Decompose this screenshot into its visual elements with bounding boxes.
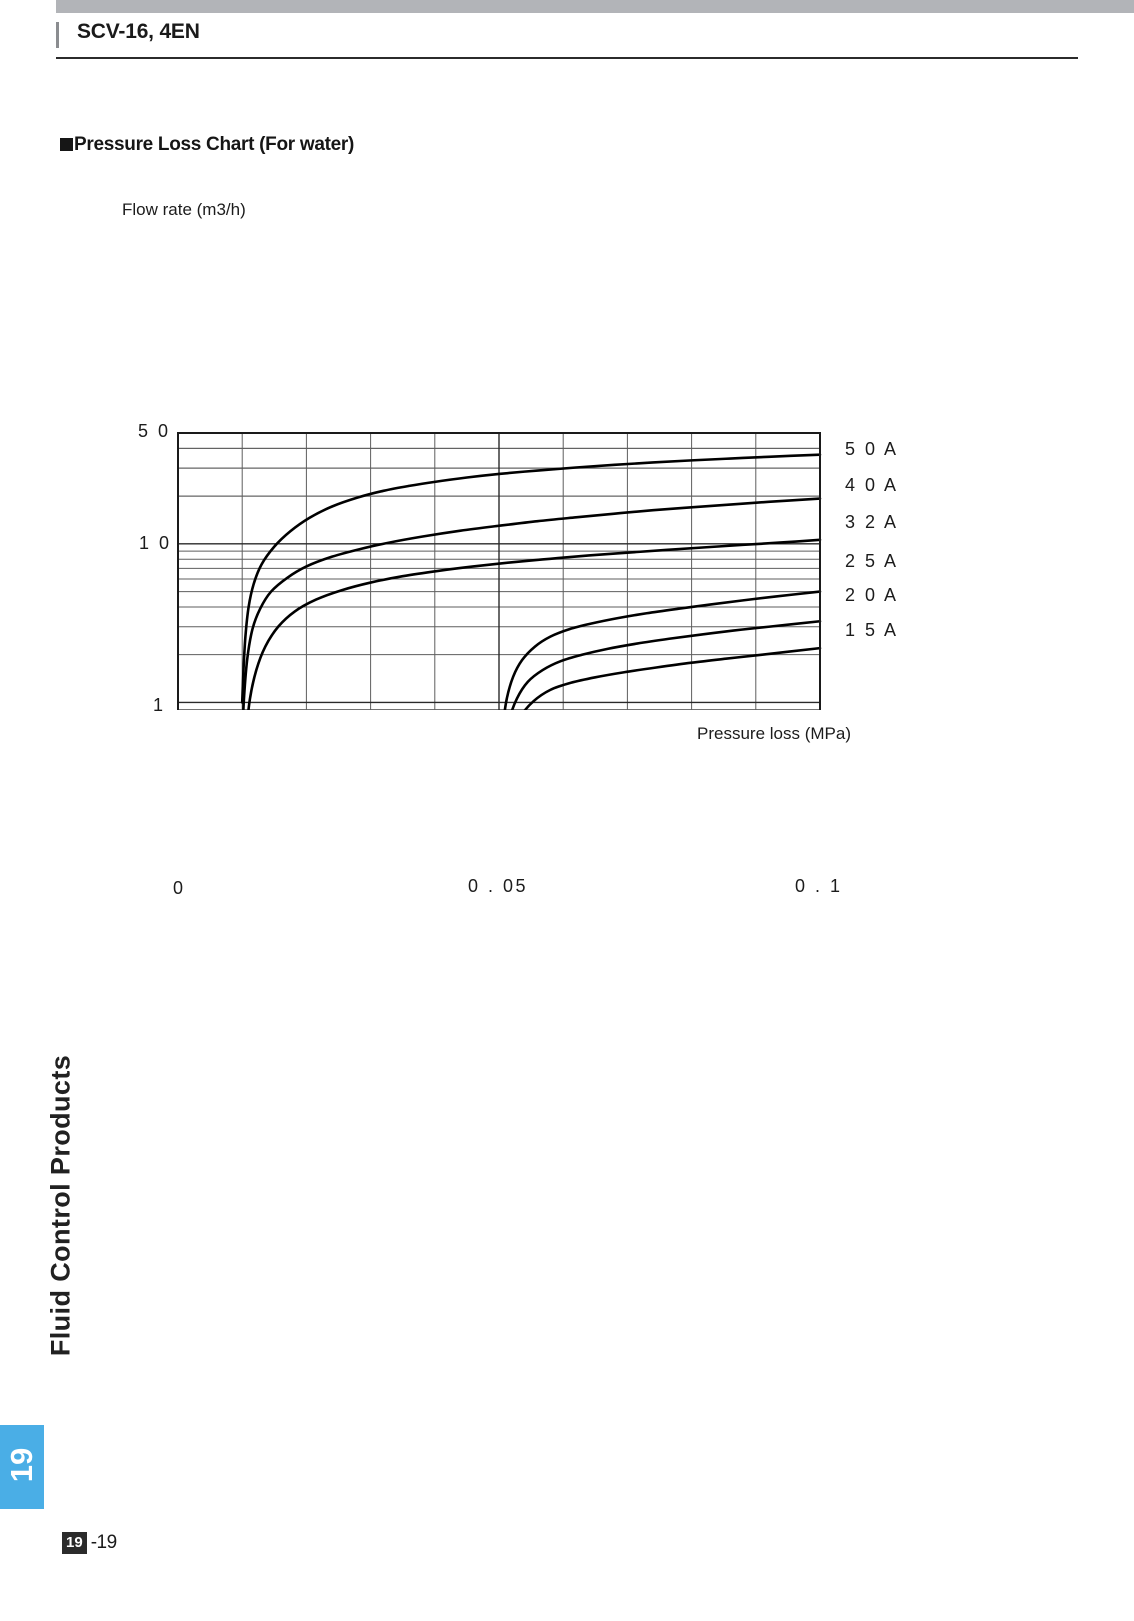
legend-label-50A: 5 0 A (845, 439, 899, 459)
x-tick-label-0-1: 0 . 1 (795, 876, 843, 896)
chart-series-curves (240, 453, 822, 710)
series-curve-40A (242, 497, 822, 710)
chart-frame (177, 432, 821, 710)
y-tick-label-50: 5 0 (138, 421, 171, 441)
footer-chapter-badge: 19 (62, 1532, 87, 1554)
x-axis-title: Pressure loss (MPa) (697, 724, 851, 743)
series-curve-25A (503, 590, 822, 710)
y-tick-label-1: 1 (153, 695, 164, 715)
legend-label-15A: 1 5 A (845, 620, 899, 640)
x-tick-label-0-05: 0 . 05 (468, 876, 529, 896)
legend-label-25A: 2 5 A (845, 551, 899, 571)
legend-label-32A: 3 2 A (845, 512, 899, 532)
series-curve-50A (240, 453, 822, 704)
sidebar-vertical-label: Fluid Control Products (45, 1054, 76, 1357)
section-heading: Pressure Loss Chart (For water) (60, 134, 354, 156)
footer-page-number: -19 (90, 1532, 117, 1553)
section-heading-label: Pressure Loss Chart (For water) (74, 134, 355, 155)
y-axis-title: Flow rate (m3/h) (122, 200, 246, 219)
chart-frame-rect (177, 432, 821, 710)
page-title: SCV-16, 4EN (77, 20, 200, 43)
chart-plot-area (177, 432, 822, 710)
top-gray-bar (56, 0, 1134, 13)
legend-label-20A: 2 0 A (845, 585, 899, 605)
sidebar-chapter-number: 19 (4, 1447, 39, 1483)
series-curve-20A (510, 619, 822, 710)
legend-label-40A: 4 0 A (845, 475, 899, 495)
pressure-loss-chart: Flow rate (m3/h) 5 0 1 0 1 0 0 . 05 0 . … (0, 190, 960, 898)
header-accent-tick (56, 22, 59, 48)
sidebar-chapter-tab: 19 (0, 1425, 44, 1509)
series-curve-32A (247, 538, 822, 710)
header-divider (56, 57, 1078, 59)
square-bullet-icon (60, 138, 73, 151)
y-tick-label-10: 1 0 (139, 533, 172, 553)
page-footer: 19 -19 (62, 1532, 117, 1554)
page-header: SCV-16, 4EN (56, 18, 1078, 58)
series-curve-15A (523, 646, 822, 710)
x-tick-label-0: 0 (173, 878, 184, 898)
